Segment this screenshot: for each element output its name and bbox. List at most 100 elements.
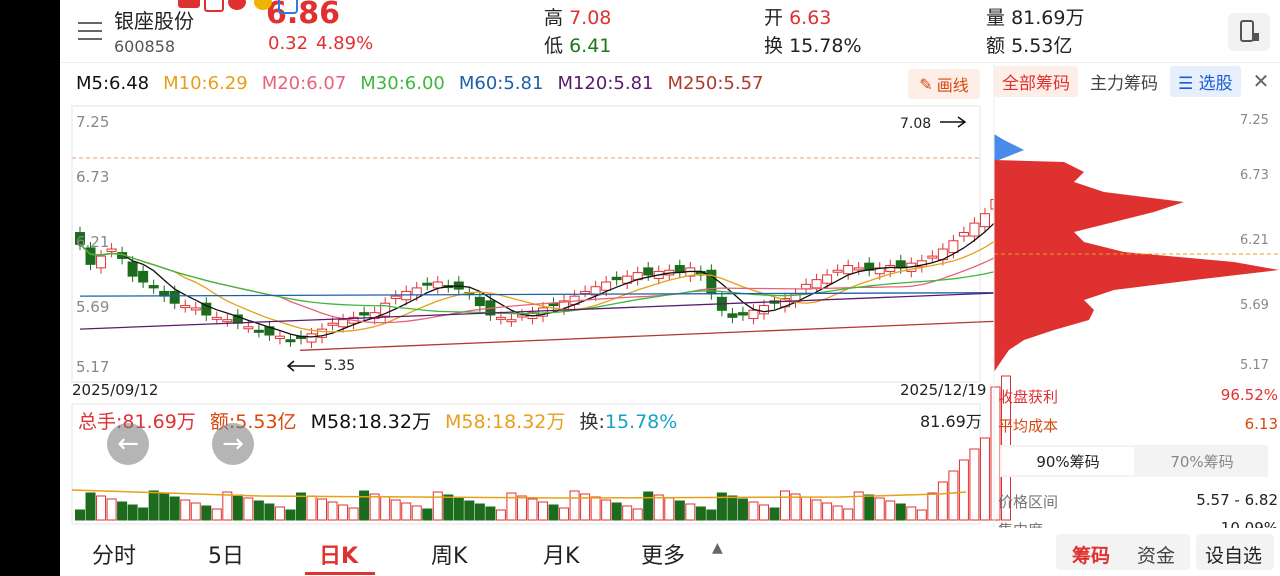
tab-monthly-k[interactable]: 月K — [543, 544, 580, 569]
landscape-toggle-icon[interactable] — [1228, 13, 1270, 51]
high-arrow-icon — [940, 116, 967, 128]
ma250-line — [299, 320, 1007, 351]
volume-bar — [285, 509, 296, 521]
candle-body — [506, 319, 517, 323]
shortcut-icon-3[interactable] — [228, 0, 246, 10]
vol-turnover: 15.78% — [604, 411, 678, 433]
volume-bar — [559, 507, 570, 521]
candle-body — [958, 232, 969, 237]
candle-body — [643, 267, 654, 276]
shortcut-icon-2[interactable] — [204, 0, 224, 12]
candle-body — [432, 281, 443, 289]
volume-bar — [632, 508, 643, 521]
price-tick-right: 6.21 — [1240, 233, 1269, 248]
volume-bar — [801, 496, 812, 521]
add-watchlist-button[interactable]: 设自选 — [1205, 545, 1263, 567]
pick-stock-button[interactable]: ☰ 选股 — [1170, 65, 1241, 97]
menu-icon[interactable] — [76, 18, 104, 44]
shortcut-icon-4[interactable] — [254, 0, 272, 10]
candle-body — [811, 279, 822, 289]
volume-bar — [832, 505, 843, 521]
seg-70[interactable]: 70%筹码 — [1170, 452, 1234, 471]
shortcut-icon-1[interactable] — [178, 0, 200, 8]
prev-arrow-button[interactable]: ← — [107, 423, 149, 465]
volume-bar — [874, 497, 885, 521]
volume-bar — [85, 492, 96, 521]
tab-more[interactable]: 更多 — [641, 544, 686, 569]
candle-body — [948, 240, 959, 254]
candle-body — [422, 282, 433, 286]
tab-all-chips[interactable]: 全部筹码 — [994, 65, 1078, 97]
volume-bar — [706, 509, 717, 521]
kline-chart[interactable] — [60, 0, 1280, 528]
candle-body — [611, 276, 622, 281]
volume-max-label: 81.69万 — [920, 412, 982, 431]
candle-body — [190, 307, 201, 311]
volume-bar — [864, 494, 875, 521]
seg-90[interactable]: 90%筹码 — [1002, 447, 1134, 475]
chip-range-toggle: 90%筹码 70%筹码 — [1000, 445, 1268, 477]
amount-value: 5.53亿 — [1011, 35, 1073, 57]
caret-up-icon[interactable]: ▲ — [712, 540, 723, 556]
tab-daily-k[interactable]: 日K — [319, 544, 359, 569]
volume-bar — [580, 493, 591, 521]
tab-main-chips[interactable]: 主力筹码 — [1090, 73, 1158, 94]
stock-name: 银座股份 — [114, 9, 194, 33]
ma30-line — [79, 243, 1007, 315]
volume-bar — [527, 498, 538, 521]
vol-m58-b: M58:18.32万 — [445, 411, 566, 433]
volume-bar — [253, 500, 264, 521]
volume-bar — [180, 499, 191, 521]
tab-intraday[interactable]: 分时 — [92, 544, 137, 569]
shortcut-icon-5[interactable] — [278, 0, 298, 14]
high-label: 高 — [544, 7, 564, 29]
candle-body — [211, 316, 222, 320]
candle-body — [359, 312, 370, 316]
volume-bar — [201, 505, 212, 521]
draw-line-button[interactable]: ✎ 画线 — [908, 69, 980, 99]
volume-bar — [885, 500, 896, 521]
candle-body — [169, 290, 180, 304]
volume-bar — [401, 502, 412, 521]
tab-5day[interactable]: 5日 — [208, 544, 244, 569]
candle-body — [243, 326, 254, 330]
price-tick-right: 6.73 — [1240, 168, 1269, 183]
candle-body — [737, 312, 748, 316]
chips-button[interactable]: 筹码 — [1072, 545, 1111, 567]
ma5-line — [79, 207, 1007, 338]
price-change: 0.32 — [268, 33, 309, 54]
app-shortcut-icons — [178, 0, 298, 14]
next-arrow-button[interactable]: → — [212, 423, 254, 465]
volume-bar — [474, 503, 485, 521]
turnover-quote: 换 15.78% — [764, 31, 862, 58]
candle-body — [832, 269, 843, 273]
funds-button[interactable]: 资金 — [1137, 545, 1176, 567]
volume-bar — [780, 490, 791, 521]
volume-bar — [222, 491, 233, 521]
volume-bar — [264, 503, 275, 521]
candle-body — [979, 213, 990, 228]
volume-bar — [390, 499, 401, 521]
volume-bar — [485, 506, 496, 521]
candle-body — [253, 329, 264, 333]
volume-bar — [538, 501, 548, 521]
volume-bar — [432, 491, 443, 521]
volume-bar — [685, 503, 696, 521]
volume-bar — [211, 508, 222, 521]
volume-bar — [664, 497, 675, 521]
volume-bar — [464, 500, 475, 521]
low-label: 低 — [544, 35, 564, 57]
candle-body — [274, 335, 285, 340]
candle-body — [306, 333, 317, 343]
close-icon[interactable]: ✕ — [1252, 69, 1270, 93]
vol-total: 总手:81.69万 — [78, 411, 196, 433]
candle-body — [317, 328, 328, 338]
ma-legend-item: M20:6.07 — [261, 73, 347, 94]
ma120-line — [79, 291, 1007, 330]
candle-body — [96, 255, 107, 269]
price-tick-left: 6.21 — [76, 233, 110, 251]
volume-bar — [737, 498, 748, 521]
tab-weekly-k[interactable]: 周K — [431, 544, 468, 569]
volume-bar — [622, 505, 633, 521]
list-icon: ☰ — [1178, 73, 1199, 94]
